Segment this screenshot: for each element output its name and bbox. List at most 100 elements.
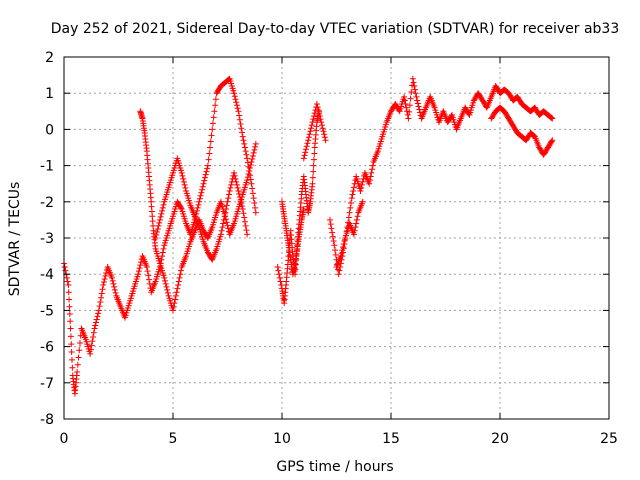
data-point [175, 278, 182, 285]
data-point [231, 172, 238, 179]
data-point [170, 303, 177, 310]
data-point [353, 220, 360, 227]
data-point [159, 204, 166, 211]
data-point [366, 180, 373, 187]
data-point [252, 140, 259, 147]
x-tick-label: 15 [382, 431, 400, 447]
data-point [411, 82, 418, 89]
data-point [222, 209, 229, 216]
data-point [220, 216, 227, 223]
data-point [238, 200, 245, 207]
data-point [179, 172, 186, 179]
data-point [74, 368, 81, 375]
data-point [68, 356, 75, 363]
data-point [178, 169, 185, 176]
data-point [152, 235, 159, 241]
data-point [146, 280, 153, 287]
data-point [109, 277, 116, 284]
data-point [251, 146, 258, 153]
data-point [154, 225, 161, 232]
data-point [340, 244, 347, 251]
data-point [305, 134, 312, 141]
data-point [329, 233, 336, 240]
data-point [233, 181, 240, 188]
data-point [136, 265, 143, 272]
data-point [231, 169, 238, 176]
data-point [207, 144, 214, 151]
data-point [210, 114, 217, 121]
data-point [233, 178, 240, 185]
data-point [251, 200, 258, 207]
data-point [95, 310, 102, 317]
x-tick-label: 20 [491, 431, 509, 447]
data-point [407, 95, 414, 102]
data-point [197, 192, 204, 199]
data-point [162, 277, 169, 284]
data-point [326, 216, 333, 223]
data-point [234, 105, 241, 112]
data-point [177, 271, 184, 278]
data-point [403, 104, 410, 111]
data-point [250, 149, 257, 156]
data-point [368, 169, 375, 176]
data-point [358, 184, 365, 191]
data-point [209, 120, 216, 127]
data-point [232, 175, 239, 182]
data-point [159, 207, 166, 214]
data-point [201, 177, 208, 184]
data-point [239, 129, 246, 136]
data-point [235, 108, 242, 115]
data-point [320, 128, 327, 135]
data-point [248, 158, 255, 165]
data-point [414, 100, 421, 107]
data-point [220, 220, 227, 227]
data-point [224, 198, 231, 205]
data-point [208, 132, 215, 139]
data-point [137, 262, 144, 269]
data-point [68, 349, 75, 356]
data-point [307, 128, 314, 135]
data-point [241, 140, 248, 147]
data-point [164, 289, 171, 296]
data-point [310, 113, 317, 120]
data-point [111, 283, 118, 290]
data-point [177, 267, 184, 274]
data-point [206, 150, 213, 157]
data-point [241, 144, 248, 151]
data-point [207, 138, 214, 145]
data-point [67, 318, 74, 325]
data-point [161, 274, 168, 281]
data-point [112, 289, 119, 296]
data-point [93, 316, 100, 323]
data-point [92, 319, 99, 326]
data-point [98, 294, 105, 301]
data-point [235, 187, 242, 194]
data-point [156, 219, 163, 226]
data-point [351, 227, 358, 234]
x-tick-label: 10 [273, 431, 291, 447]
data-point [240, 210, 247, 217]
data-point [352, 224, 359, 231]
data-point [395, 107, 402, 114]
data-point [66, 296, 73, 303]
data-point [359, 198, 366, 205]
data-point [310, 116, 317, 123]
data-point [246, 168, 253, 175]
data-point [231, 93, 238, 100]
data-point [108, 274, 115, 281]
chart-title: Day 252 of 2021, Sidereal Day-to-day VTE… [51, 21, 620, 37]
data-point [244, 231, 251, 238]
data-point [204, 162, 211, 169]
data-point [199, 183, 206, 190]
data-point [181, 181, 188, 188]
data-point [310, 168, 317, 175]
data-point [321, 134, 328, 141]
data-point [65, 282, 72, 289]
data-point [304, 140, 311, 147]
data-point [175, 282, 182, 289]
x-tick-label: 0 [60, 431, 69, 447]
data-point [236, 190, 243, 197]
data-point [276, 274, 283, 281]
y-tick-label: -8 [40, 412, 54, 428]
